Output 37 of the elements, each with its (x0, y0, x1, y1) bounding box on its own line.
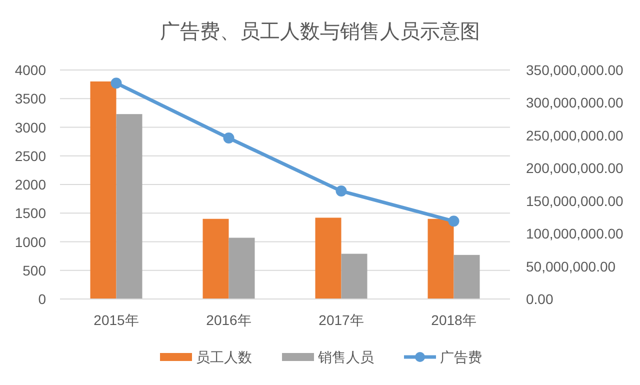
y2-tick-label: 250,000,000.00 (526, 127, 624, 144)
y2-tick-label: 0.00 (526, 291, 554, 307)
point (336, 186, 347, 197)
bar (315, 218, 342, 299)
y2-tick-label: 300,000,000.00 (526, 94, 624, 111)
y-tick-label: 1000 (14, 234, 46, 250)
y-tick-label: 3500 (14, 90, 46, 107)
y2-tick-label: 200,000,000.00 (526, 160, 624, 176)
x-tick-label: 2017年 (318, 312, 364, 328)
chart-title: 广告费、员工人数与销售人员示意图 (160, 21, 480, 43)
legend-label: 销售人员 (317, 349, 374, 365)
bar (202, 218, 229, 299)
legend-label: 广告费 (440, 349, 482, 365)
point (448, 216, 460, 227)
y-tick-label: 0 (38, 291, 46, 307)
bar (428, 218, 454, 299)
y-tick-label: 2000 (14, 176, 46, 192)
point (110, 78, 122, 89)
x-tick-label: 2016年 (206, 312, 252, 328)
bar (116, 114, 142, 299)
bar (454, 254, 480, 299)
x-tick-label: 2015年 (94, 312, 139, 328)
point (223, 132, 234, 144)
bar (228, 238, 255, 299)
y-tick-label: 3000 (14, 119, 46, 136)
y2-tick-label: 350,000,000.00 (526, 62, 624, 78)
y2-tick-label: 150,000,000.00 (526, 192, 624, 209)
y2-tick-label: 50,000,000.00 (526, 258, 616, 274)
bar (90, 81, 116, 299)
legend-label: 员工人数 (196, 349, 252, 365)
x-tick-label: 2018年 (431, 312, 476, 328)
y-tick-label: 1500 (14, 205, 46, 222)
y-tick-label: 500 (22, 262, 46, 278)
y-tick-label: 4000 (14, 62, 46, 78)
y2-tick-label: 100,000,000.00 (526, 226, 624, 242)
bar (341, 254, 368, 299)
y-tick-label: 2500 (14, 148, 46, 164)
